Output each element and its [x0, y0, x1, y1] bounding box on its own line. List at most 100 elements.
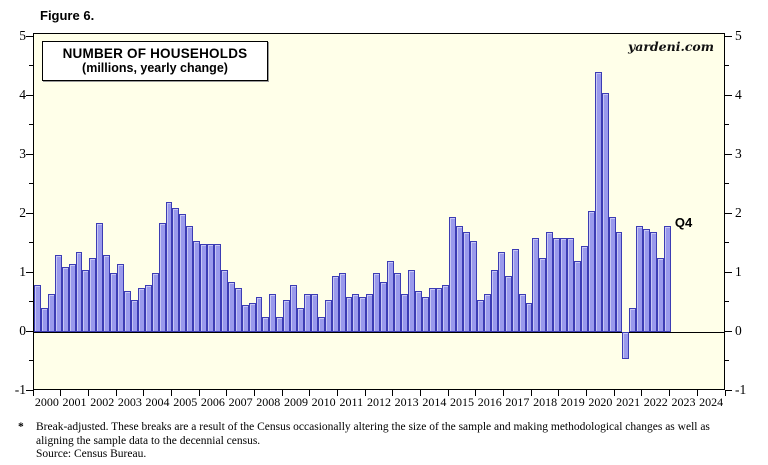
bar-2005-q4	[193, 240, 201, 332]
bar-2015-q2	[456, 225, 464, 332]
y-tick-right	[725, 35, 732, 37]
y-tick-right	[725, 389, 732, 391]
bar-2021-q2	[622, 332, 630, 359]
y-axis-label-right: 3	[735, 146, 742, 161]
x-axis-year-label: 2011	[339, 395, 364, 409]
x-axis-year-label: 2000	[34, 395, 59, 409]
x-axis-year-label: 2022	[643, 395, 668, 409]
footnote-marker: *	[18, 421, 24, 433]
bar-2013-q4	[414, 290, 422, 332]
zero-gridline	[34, 331, 724, 333]
x-axis-year-label: 2013	[394, 395, 419, 409]
bar-2004-q3	[158, 222, 166, 332]
y-axis-label-right: 5	[735, 28, 742, 43]
x-axis-year-label: 2014	[422, 395, 447, 409]
bar-2009-q3	[297, 308, 304, 332]
bar-2011-q3	[352, 293, 360, 332]
bar-2019-q3	[574, 261, 581, 332]
x-tick	[641, 390, 643, 396]
y-axis-label-left: 0	[19, 323, 26, 338]
bar-2003-q1	[117, 264, 124, 332]
chart-subtitle: (millions, yearly change)	[82, 61, 228, 75]
y-tick-left	[26, 35, 33, 37]
y-axis-label-left: 4	[19, 87, 26, 102]
footnote-line2: aligning the sample data to the decennia…	[36, 434, 261, 447]
y-axis-label-right: 2	[735, 205, 742, 220]
y-tick-left	[26, 271, 33, 273]
bar-2021-q3	[629, 308, 637, 332]
bar-2022-q4	[664, 225, 671, 332]
bar-2015-q1	[449, 216, 457, 332]
bar-2010-q3	[324, 299, 332, 332]
bar-2001-q2	[68, 264, 76, 332]
x-tick	[503, 390, 505, 396]
bar-2007-q4	[248, 302, 256, 332]
bar-2020-q4	[608, 216, 616, 332]
x-tick	[170, 390, 172, 396]
watermark-yardeni: yardeni.com	[627, 39, 714, 54]
y-tick-left	[26, 94, 33, 96]
x-axis-year-label: 2009	[283, 395, 308, 409]
chart-title: NUMBER OF HOUSEHOLDS	[62, 46, 248, 61]
x-tick	[87, 390, 89, 396]
x-tick	[475, 390, 477, 396]
x-axis-year-label: 2001	[62, 395, 87, 409]
x-tick	[364, 390, 366, 396]
plot-area: NUMBER OF HOUSEHOLDS (millions, yearly c…	[33, 33, 725, 390]
y-axis-label-left: -1	[14, 382, 26, 397]
bar-2022-q3	[657, 258, 664, 332]
bar-2008-q2	[262, 317, 270, 332]
bar-2006-q3	[214, 243, 221, 332]
bar-2011-q1	[338, 273, 346, 332]
bar-2002-q4	[110, 273, 118, 332]
bar-2009-q4	[304, 293, 311, 332]
y-axis-label-right: 4	[735, 87, 742, 102]
x-tick	[253, 390, 255, 396]
chart-title-box: NUMBER OF HOUSEHOLDS (millions, yearly c…	[42, 41, 268, 81]
bar-2000-q3	[47, 293, 55, 332]
x-axis-year-label: 2005	[173, 395, 198, 409]
x-axis-year-label: 2024	[699, 395, 724, 409]
x-tick	[226, 390, 228, 396]
x-tick	[613, 390, 615, 396]
x-tick	[198, 390, 200, 396]
x-tick	[696, 390, 698, 396]
y-tick-right	[725, 212, 732, 214]
bar-2018-q2	[539, 258, 547, 332]
y-tick-right	[725, 242, 729, 243]
bar-2005-q3	[186, 225, 194, 332]
y-tick-left	[29, 65, 33, 66]
y-tick-left	[26, 330, 33, 332]
bar-2007-q3	[241, 305, 249, 332]
y-axis-label-left: 5	[19, 28, 26, 43]
y-tick-right	[725, 124, 729, 125]
bar-2018-q3	[546, 231, 554, 332]
bar-2021-q4	[636, 225, 644, 332]
x-tick	[60, 390, 62, 396]
x-axis-year-label: 2006	[200, 395, 225, 409]
x-tick	[724, 390, 726, 396]
bar-2017-q3	[518, 293, 526, 332]
bar-2008-q1	[255, 296, 263, 332]
bar-2002-q1	[89, 258, 97, 332]
y-axis-label-right: 0	[735, 323, 742, 338]
bar-2010-q4	[331, 275, 339, 332]
bar-2014-q2	[428, 287, 436, 332]
bar-2016-q3	[490, 270, 498, 332]
bar-2002-q2	[96, 222, 104, 332]
bar-2000-q4	[54, 255, 62, 332]
x-axis-year-label: 2004	[145, 395, 170, 409]
x-tick	[143, 390, 145, 396]
bar-2007-q1	[227, 281, 235, 332]
bar-2006-q1	[200, 243, 208, 332]
bar-2004-q4	[165, 202, 173, 332]
bar-2017-q4	[525, 302, 533, 332]
bar-2018-q1	[532, 237, 540, 332]
y-axis-label-left: 2	[19, 205, 26, 220]
y-tick-left	[26, 212, 33, 214]
bar-2001-q4	[82, 270, 90, 332]
bar-2003-q3	[130, 299, 138, 332]
bar-2018-q4	[553, 237, 561, 332]
bar-2005-q2	[179, 214, 187, 332]
y-tick-right	[725, 153, 732, 155]
